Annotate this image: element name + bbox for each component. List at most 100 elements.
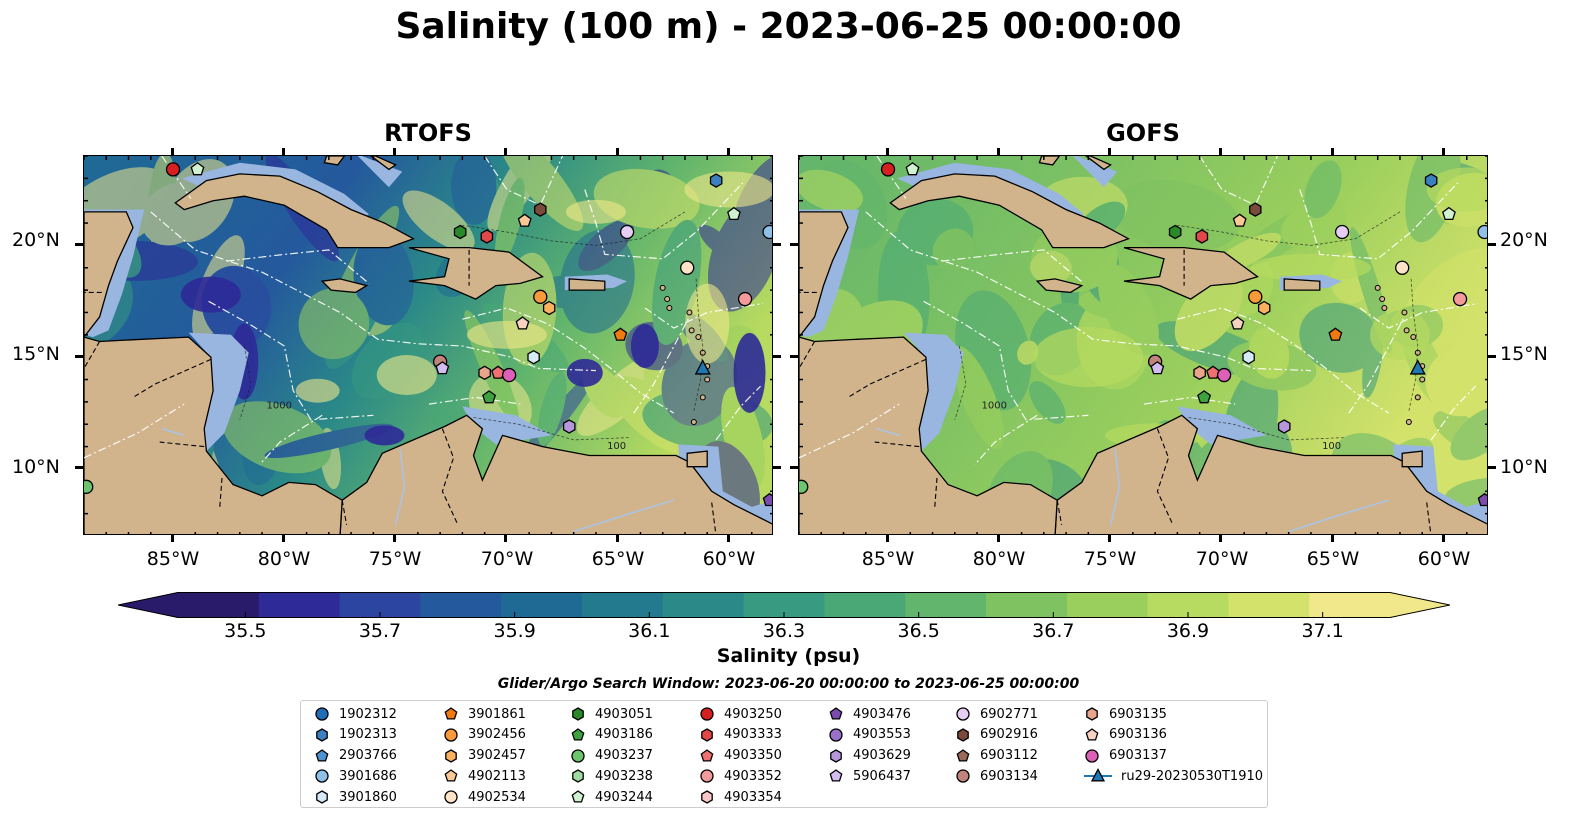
- hexagon-marker-icon[interactable]: [701, 728, 713, 742]
- argo-float-marker[interactable]: [1328, 327, 1343, 341]
- circle-marker-icon[interactable]: [956, 769, 970, 784]
- pentagon-marker-icon[interactable]: [571, 727, 585, 741]
- argo-float-marker[interactable]: [1168, 224, 1182, 240]
- pentagon-marker-icon[interactable]: [1085, 727, 1099, 741]
- pentagon-marker-icon[interactable]: [829, 707, 843, 720]
- pentagon-marker-icon[interactable]: [315, 748, 329, 762]
- glider-marker[interactable]: [1409, 359, 1426, 375]
- argo-float-marker[interactable]: [190, 162, 205, 176]
- glider-marker[interactable]: [694, 359, 711, 375]
- hexagon-marker-icon[interactable]: [445, 748, 457, 763]
- argo-float-marker[interactable]: [527, 349, 540, 365]
- circle-marker-icon[interactable]: [956, 707, 970, 721]
- argo-float-marker[interactable]: [1395, 260, 1410, 275]
- argo-float-marker[interactable]: [1150, 361, 1165, 375]
- argo-float-marker[interactable]: [478, 365, 491, 381]
- legend-item: 1902312: [313, 704, 397, 724]
- argo-float-marker[interactable]: [762, 224, 773, 240]
- pentagon-marker-icon[interactable]: [956, 748, 970, 762]
- argo-float-marker[interactable]: [515, 316, 530, 330]
- argo-float-marker[interactable]: [1216, 367, 1232, 383]
- argo-float-marker[interactable]: [1230, 316, 1245, 330]
- argo-float-marker[interactable]: [1334, 224, 1350, 240]
- argo-float-marker[interactable]: [491, 365, 505, 379]
- argo-float-marker[interactable]: [84, 479, 94, 494]
- glider-legend-icon[interactable]: [1090, 768, 1106, 782]
- argo-float-marker[interactable]: [619, 224, 635, 240]
- argo-float-marker[interactable]: [562, 419, 576, 434]
- pentagon-marker-icon[interactable]: [700, 748, 714, 762]
- argo-float-marker[interactable]: [880, 162, 896, 177]
- argo-float-marker[interactable]: [534, 202, 547, 217]
- argo-float-marker[interactable]: [1477, 492, 1488, 507]
- legend-label: 4903051: [595, 706, 653, 722]
- argo-float-marker[interactable]: [542, 300, 556, 316]
- circle-marker-icon[interactable]: [444, 728, 458, 742]
- argo-float-marker[interactable]: [762, 492, 773, 507]
- argo-float-marker[interactable]: [165, 162, 181, 177]
- argo-float-marker[interactable]: [1277, 419, 1291, 434]
- argo-float-marker[interactable]: [1442, 206, 1456, 221]
- argo-float-marker[interactable]: [480, 229, 494, 244]
- argo-float-marker[interactable]: [1248, 289, 1263, 304]
- legend-item: 4903186: [569, 725, 653, 745]
- argo-float-marker[interactable]: [799, 479, 809, 494]
- hexagon-marker-icon[interactable]: [830, 748, 842, 763]
- circle-marker-icon[interactable]: [829, 728, 843, 742]
- colorbar-bin: [582, 592, 664, 618]
- legend-label: 4902534: [468, 789, 526, 805]
- legend-label: 4903333: [724, 727, 782, 743]
- argo-float-marker[interactable]: [1206, 365, 1220, 379]
- argo-float-marker[interactable]: [1477, 224, 1488, 240]
- argo-float-marker[interactable]: [613, 327, 628, 341]
- hexagon-marker-icon[interactable]: [1086, 707, 1098, 721]
- argo-float-marker[interactable]: [727, 206, 741, 221]
- hexagon-marker-icon[interactable]: [316, 728, 328, 742]
- argo-float-marker[interactable]: [482, 390, 497, 404]
- argo-float-marker[interactable]: [517, 213, 532, 227]
- argo-float-marker[interactable]: [1452, 291, 1468, 307]
- argo-float-marker[interactable]: [1257, 300, 1271, 316]
- circle-marker-icon[interactable]: [315, 707, 329, 721]
- circle-marker-icon[interactable]: [700, 707, 714, 721]
- pentagon-marker-icon[interactable]: [444, 769, 458, 782]
- gofs-salinity-map[interactable]: 1000 100: [798, 155, 1488, 535]
- argo-float-marker[interactable]: [709, 173, 723, 188]
- legend-label: 4903237: [595, 748, 653, 764]
- pentagon-marker-icon[interactable]: [444, 707, 458, 720]
- circle-marker-icon[interactable]: [315, 769, 329, 784]
- hexagon-marker-icon[interactable]: [572, 707, 584, 721]
- argo-float-marker[interactable]: [905, 162, 920, 176]
- argo-float-marker[interactable]: [435, 361, 450, 375]
- rtofs-salinity-map[interactable]: 1000 100: [83, 155, 773, 535]
- circle-marker-icon[interactable]: [444, 790, 458, 804]
- argo-float-marker[interactable]: [501, 367, 517, 383]
- pentagon-marker-icon[interactable]: [829, 769, 843, 782]
- argo-float-marker[interactable]: [453, 224, 467, 240]
- hexagon-marker-icon[interactable]: [701, 790, 713, 804]
- argo-float-marker[interactable]: [1424, 173, 1438, 188]
- colorbar-extend-min: [118, 592, 178, 618]
- hexagon-marker-icon[interactable]: [572, 769, 584, 784]
- argo-float-marker[interactable]: [1195, 229, 1209, 244]
- lat-major-tick: [773, 466, 781, 470]
- hexagon-marker-icon[interactable]: [316, 790, 328, 804]
- argo-float-marker[interactable]: [1249, 202, 1262, 217]
- colorbar-bin: [905, 592, 987, 618]
- argo-float-marker[interactable]: [1232, 213, 1247, 227]
- argo-float-marker[interactable]: [1242, 349, 1255, 365]
- argo-float-marker[interactable]: [680, 260, 695, 275]
- argo-float-marker[interactable]: [737, 291, 753, 307]
- hexagon-marker-icon[interactable]: [957, 728, 969, 742]
- argo-float-marker[interactable]: [1197, 390, 1212, 404]
- circle-marker-icon[interactable]: [700, 769, 714, 784]
- circle-marker-icon[interactable]: [1085, 748, 1099, 763]
- circle-marker-icon[interactable]: [571, 748, 585, 763]
- lon-major-tick: [885, 148, 889, 155]
- legend-item: 3901861: [442, 704, 526, 724]
- argo-float-marker[interactable]: [1193, 365, 1206, 381]
- pentagon-marker-icon[interactable]: [571, 790, 585, 803]
- legend-label: 3902456: [468, 727, 526, 743]
- lat-label-right-20: 20°N: [1500, 229, 1548, 251]
- argo-float-marker[interactable]: [533, 289, 548, 304]
